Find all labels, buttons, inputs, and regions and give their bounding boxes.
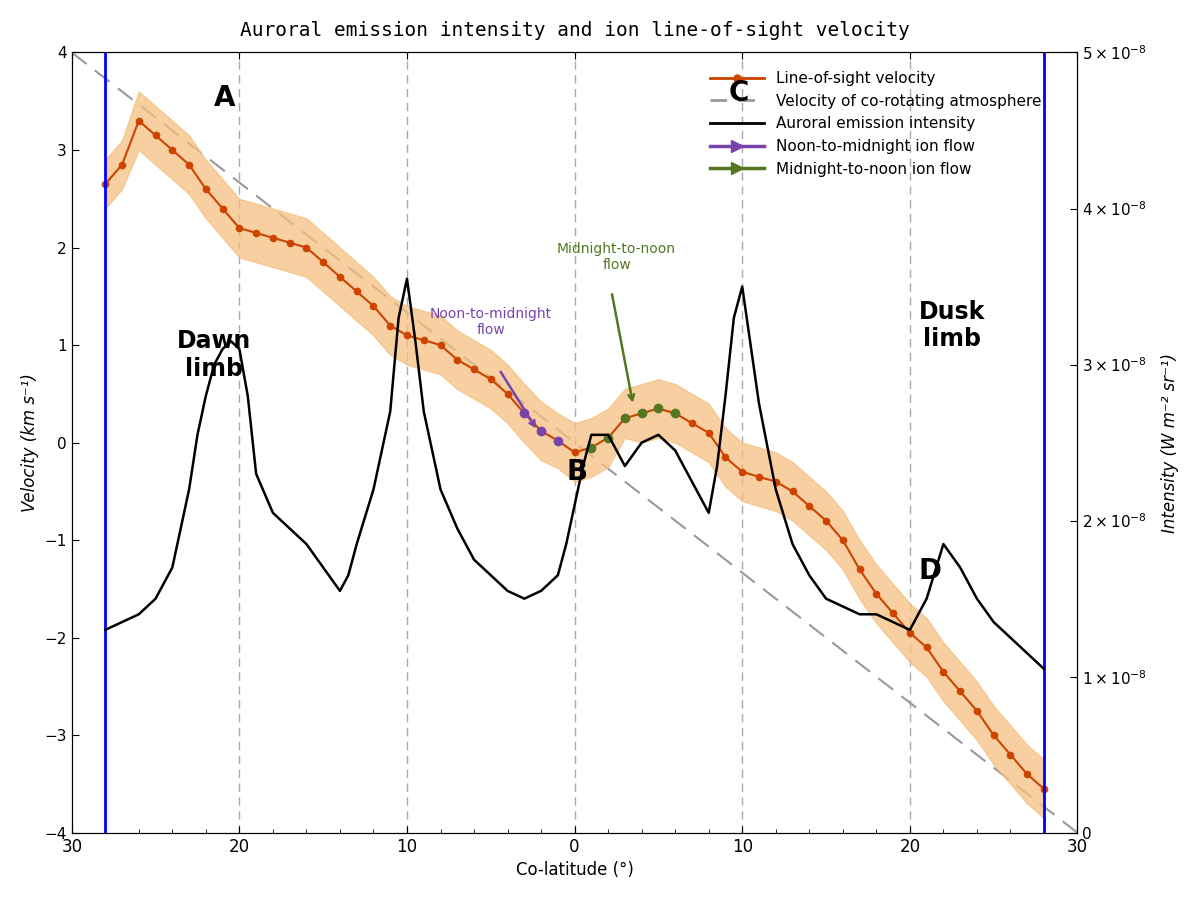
Legend: Line-of-sight velocity, Velocity of co-rotating atmosphere, Auroral emission int: Line-of-sight velocity, Velocity of co-r…: [704, 65, 1048, 183]
Text: Dusk
limb: Dusk limb: [918, 300, 985, 352]
Title: Auroral emission intensity and ion line-of-sight velocity: Auroral emission intensity and ion line-…: [240, 21, 910, 40]
Text: C: C: [728, 79, 749, 107]
Text: A: A: [215, 84, 235, 112]
Y-axis label: Velocity (km s⁻¹): Velocity (km s⁻¹): [20, 374, 38, 512]
Text: D: D: [918, 557, 941, 585]
Text: Midnight-to-noon
flow: Midnight-to-noon flow: [557, 242, 676, 272]
Y-axis label: Intensity (W m⁻² sr⁻¹): Intensity (W m⁻² sr⁻¹): [1162, 353, 1180, 533]
Text: Noon-to-midnight
flow: Noon-to-midnight flow: [430, 307, 552, 338]
Text: Dawn
limb: Dawn limb: [178, 328, 251, 381]
X-axis label: Co-latitude (°): Co-latitude (°): [516, 861, 634, 879]
Text: B: B: [566, 458, 587, 486]
